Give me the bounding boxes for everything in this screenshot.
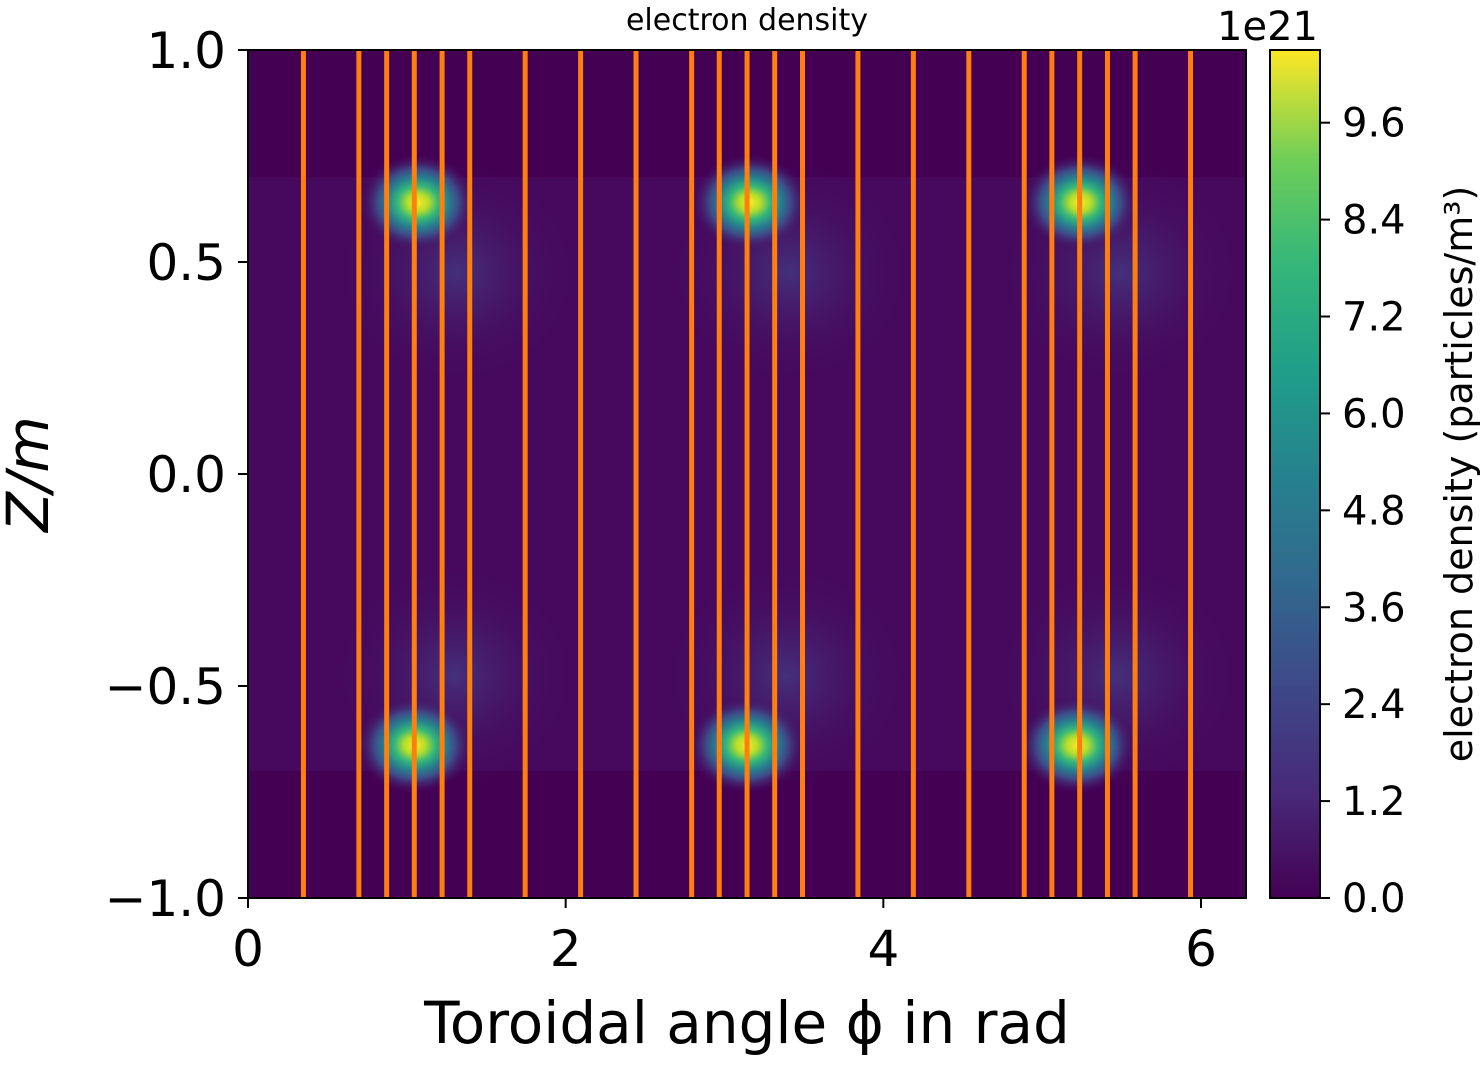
y-tick-label: −1.0 xyxy=(105,870,226,928)
y-tick-label: −0.5 xyxy=(105,658,226,716)
colorbar-tick-label: 9.6 xyxy=(1342,101,1406,147)
hotspot xyxy=(1019,697,1136,794)
colorbar-tick-label: 7.2 xyxy=(1342,295,1406,341)
y-tick-label: 0.5 xyxy=(146,234,226,292)
x-tick-label: 2 xyxy=(550,920,582,978)
hotspot xyxy=(359,154,476,251)
colorbar xyxy=(1269,49,1321,899)
colorbar-tick-label: 4.8 xyxy=(1342,488,1406,534)
colorbar-tick-label: 8.4 xyxy=(1342,198,1406,244)
colorbar-tick-label: 1.2 xyxy=(1342,779,1406,825)
y-axis-label: Z/m xyxy=(0,416,62,534)
colorbar-tick-label: 0.0 xyxy=(1342,876,1406,922)
hotspot xyxy=(691,154,808,251)
colorbar-offset-text: 1e21 xyxy=(1217,4,1318,50)
colorbar-tick-label: 6.0 xyxy=(1342,391,1406,437)
colorbar-label: electron density (particles/m³) xyxy=(1437,186,1481,763)
y-tick-label: 0.0 xyxy=(146,446,226,504)
plot-area xyxy=(248,50,1246,898)
x-tick-label: 0 xyxy=(232,920,264,978)
x-tick-label: 6 xyxy=(1185,920,1217,978)
x-axis-label: Toroidal angle ϕ in rad xyxy=(423,989,1070,1057)
chart-title: electron density xyxy=(626,3,868,38)
y-tick-label: 1.0 xyxy=(146,22,226,80)
colorbar-tick-label: 3.6 xyxy=(1342,585,1406,631)
colorbar-tick-label: 2.4 xyxy=(1342,682,1406,728)
x-tick-label: 4 xyxy=(867,920,899,978)
